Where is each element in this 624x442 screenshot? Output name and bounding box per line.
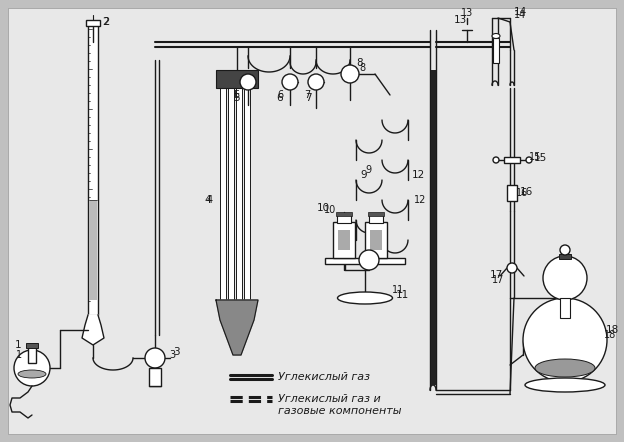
Bar bbox=[88, 25, 98, 315]
Bar bbox=[559, 254, 571, 259]
Text: 6: 6 bbox=[277, 90, 283, 100]
Text: 9: 9 bbox=[361, 170, 368, 180]
Bar bbox=[216, 70, 258, 88]
Text: 4: 4 bbox=[207, 195, 213, 205]
Text: 12: 12 bbox=[414, 195, 426, 205]
Bar bbox=[236, 84, 242, 314]
Bar bbox=[337, 215, 351, 223]
Bar bbox=[338, 230, 350, 250]
Bar bbox=[370, 230, 382, 250]
Circle shape bbox=[240, 74, 256, 90]
Bar bbox=[369, 215, 383, 223]
Text: 13: 13 bbox=[454, 15, 467, 25]
Ellipse shape bbox=[338, 292, 392, 304]
Bar bbox=[89, 200, 97, 300]
Circle shape bbox=[308, 74, 324, 90]
Circle shape bbox=[493, 157, 499, 163]
Bar bbox=[431, 70, 436, 385]
Text: 2: 2 bbox=[103, 17, 109, 27]
Text: 9: 9 bbox=[365, 165, 371, 175]
Bar bbox=[325, 258, 405, 264]
Text: 11: 11 bbox=[392, 285, 404, 295]
Ellipse shape bbox=[535, 359, 595, 377]
Text: 1: 1 bbox=[15, 340, 21, 350]
Ellipse shape bbox=[492, 34, 500, 38]
Ellipse shape bbox=[525, 378, 605, 392]
Text: 12: 12 bbox=[411, 170, 424, 180]
Circle shape bbox=[359, 250, 379, 270]
Polygon shape bbox=[216, 300, 258, 355]
Text: 7: 7 bbox=[304, 90, 310, 100]
Text: 5: 5 bbox=[233, 90, 239, 100]
Bar bbox=[365, 222, 387, 258]
Text: 6: 6 bbox=[276, 93, 283, 103]
Circle shape bbox=[282, 74, 298, 90]
Circle shape bbox=[523, 298, 607, 382]
Bar bbox=[368, 212, 384, 216]
Bar bbox=[333, 222, 355, 258]
Text: 10: 10 bbox=[324, 205, 336, 215]
Text: 14: 14 bbox=[514, 10, 526, 20]
Circle shape bbox=[560, 245, 570, 255]
Text: 8: 8 bbox=[359, 63, 365, 73]
Circle shape bbox=[507, 263, 517, 273]
Circle shape bbox=[341, 65, 359, 83]
Bar bbox=[504, 157, 520, 163]
Bar bbox=[26, 343, 38, 348]
Text: 18: 18 bbox=[605, 325, 618, 335]
Text: 3: 3 bbox=[169, 350, 175, 360]
Bar bbox=[507, 185, 517, 201]
Bar bbox=[220, 84, 226, 314]
Bar bbox=[228, 84, 234, 314]
Text: 5: 5 bbox=[233, 93, 240, 103]
Text: 13: 13 bbox=[461, 8, 473, 18]
Text: 16: 16 bbox=[516, 188, 528, 198]
Circle shape bbox=[145, 348, 165, 368]
Text: 15: 15 bbox=[529, 152, 541, 162]
Polygon shape bbox=[82, 315, 104, 345]
Text: 18: 18 bbox=[604, 330, 616, 340]
Text: 7: 7 bbox=[305, 93, 311, 103]
Text: 17: 17 bbox=[492, 275, 504, 285]
Text: 14: 14 bbox=[514, 7, 527, 17]
Ellipse shape bbox=[18, 370, 46, 378]
Text: 10: 10 bbox=[316, 203, 329, 213]
Text: 11: 11 bbox=[396, 290, 409, 300]
Text: 1: 1 bbox=[16, 350, 22, 360]
Text: 17: 17 bbox=[489, 270, 502, 280]
Bar bbox=[493, 38, 499, 63]
Text: 16: 16 bbox=[519, 187, 533, 197]
Text: Углекислый газ: Углекислый газ bbox=[278, 372, 370, 382]
Bar bbox=[86, 20, 100, 26]
Bar bbox=[560, 298, 570, 318]
Text: 3: 3 bbox=[173, 347, 179, 357]
Circle shape bbox=[526, 157, 532, 163]
Text: 8: 8 bbox=[357, 58, 363, 68]
Circle shape bbox=[543, 256, 587, 300]
Circle shape bbox=[14, 350, 50, 386]
Bar bbox=[28, 347, 36, 363]
Bar bbox=[149, 368, 161, 386]
Text: газовые компоненты: газовые компоненты bbox=[278, 406, 401, 416]
Bar bbox=[244, 84, 250, 314]
Bar bbox=[336, 212, 352, 216]
Text: 2: 2 bbox=[103, 17, 109, 27]
Text: 15: 15 bbox=[534, 153, 547, 163]
Text: Углекислый газ и: Углекислый газ и bbox=[278, 394, 381, 404]
Text: 4: 4 bbox=[205, 195, 212, 205]
